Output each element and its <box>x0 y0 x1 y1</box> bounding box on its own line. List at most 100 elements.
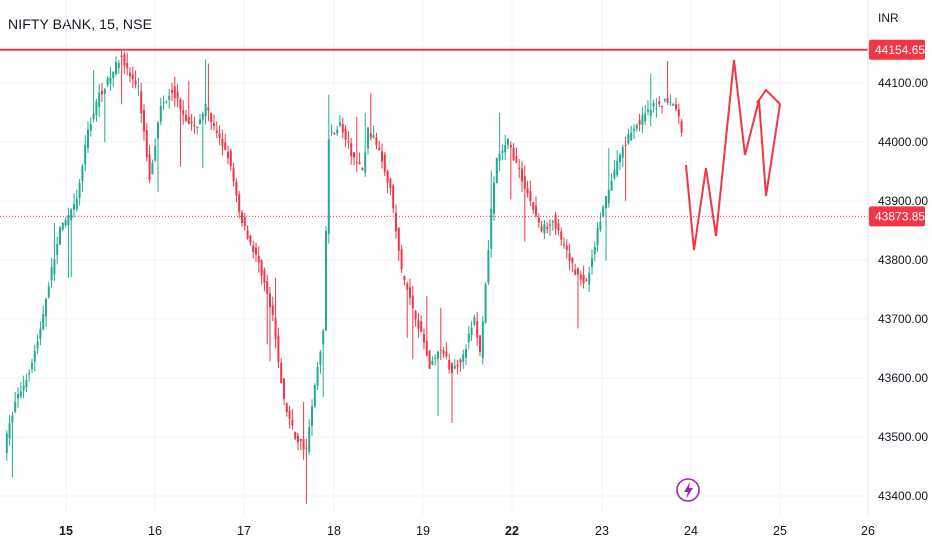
candle-body <box>605 196 607 209</box>
candle-body <box>218 133 221 138</box>
candle-body <box>73 203 75 210</box>
candle-body <box>56 243 59 256</box>
candle-body <box>5 433 8 453</box>
time-axis[interactable]: 15 16 17 18 19 22 23 24 25 26 <box>59 524 875 538</box>
candle-body <box>333 133 336 135</box>
candle-body <box>358 162 361 165</box>
candle-body <box>431 360 434 365</box>
candle-body <box>445 351 448 357</box>
candle-body <box>162 101 165 103</box>
candle-body <box>644 113 647 122</box>
lightning-icon[interactable] <box>676 478 700 502</box>
resistance-tag-label: 44154.65 <box>875 43 925 57</box>
price-axis[interactable]: 43400.00 43500.00 43600.00 43700.00 43800.00… <box>867 0 928 515</box>
candle-body <box>316 366 319 386</box>
candle-body <box>157 122 159 139</box>
candle-body <box>59 227 61 245</box>
candle-body <box>439 349 442 351</box>
candle-body <box>75 199 78 209</box>
candle-body <box>330 131 333 133</box>
candle-body <box>134 80 137 85</box>
candle-body <box>291 419 294 426</box>
candle-body <box>145 130 148 158</box>
candle-body <box>369 133 372 138</box>
candle-body <box>112 71 115 78</box>
candle-body <box>283 378 285 399</box>
candle-body <box>633 128 635 131</box>
candle-body <box>215 130 218 133</box>
candle-body <box>680 121 683 133</box>
y-tick-label: 43900.00 <box>878 194 928 208</box>
candle-body <box>509 144 512 148</box>
candle-body <box>176 91 179 99</box>
candle-body <box>655 108 658 110</box>
candle-body <box>213 123 215 126</box>
candle-body <box>543 224 546 234</box>
candle-body <box>588 272 591 285</box>
candle-body <box>453 365 456 369</box>
candle-body <box>448 359 451 370</box>
candle-body <box>165 101 168 103</box>
candle-body <box>378 147 381 151</box>
candle-body <box>297 435 299 443</box>
candle-body <box>252 245 255 253</box>
candle-body <box>50 267 53 281</box>
x-tick-label: 15 <box>59 524 73 538</box>
candle-body <box>535 205 537 216</box>
candle-body <box>8 423 11 439</box>
candle-body <box>501 150 504 154</box>
candle-body <box>173 86 176 99</box>
candle-body <box>235 181 238 196</box>
candle-body <box>504 144 507 153</box>
candle-body <box>269 293 271 308</box>
candle-body <box>546 227 549 229</box>
candle-body <box>473 317 476 325</box>
y-tick-label: 43800.00 <box>878 253 928 267</box>
candle-body <box>459 359 462 363</box>
candle-body <box>322 330 325 345</box>
candle-body <box>22 385 25 391</box>
candle-body <box>179 98 182 110</box>
candle-body <box>434 357 437 359</box>
candle-body <box>619 154 621 163</box>
candle-body <box>187 117 190 124</box>
candle-body <box>255 247 257 255</box>
candle-body <box>229 150 232 166</box>
y-tick-label: 44000.00 <box>878 135 928 149</box>
candle-body <box>574 269 577 275</box>
candle-body <box>521 168 523 182</box>
candle-body <box>381 151 383 162</box>
candle-body <box>442 350 445 354</box>
candle-body <box>526 188 529 194</box>
x-tick-label: 23 <box>595 524 609 538</box>
candle-body <box>263 269 266 284</box>
candle-body <box>602 206 605 217</box>
candle-body <box>451 363 453 374</box>
candle-body <box>249 235 252 243</box>
candle-body <box>596 227 599 245</box>
candle-body <box>129 72 131 77</box>
y-tick-label: 43500.00 <box>878 430 928 444</box>
candle-body <box>627 134 630 144</box>
candle-body <box>154 145 157 161</box>
x-tick-label: 16 <box>148 524 162 538</box>
candle-body <box>554 214 557 229</box>
candle-body <box>585 279 588 281</box>
candle-body <box>409 287 411 298</box>
candle-body <box>288 410 291 419</box>
candle-body <box>341 123 344 133</box>
candle-body <box>25 379 28 388</box>
candle-body <box>591 257 593 268</box>
candle-body <box>17 394 19 399</box>
candle-body <box>498 153 501 161</box>
candle-body <box>481 321 484 359</box>
candle-body <box>518 167 521 169</box>
levels: 44154.65 43873.85 <box>0 39 925 227</box>
candle-body <box>537 217 540 223</box>
projection-drawing[interactable] <box>685 59 781 251</box>
candle-body <box>462 354 465 363</box>
candle-body <box>87 129 89 148</box>
candle-body <box>425 340 428 356</box>
candle-body <box>95 101 98 115</box>
